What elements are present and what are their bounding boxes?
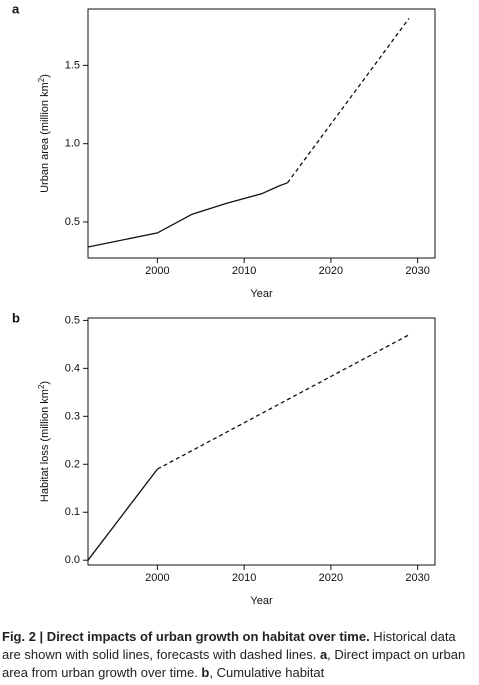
panel-b-x-tick-label: 2000 [145, 572, 169, 584]
panel-a-y-tick-label: 1.0 [65, 138, 80, 150]
panel-a-x-tick-label: 2000 [145, 265, 169, 277]
caption-panel-a: a [319, 647, 328, 662]
panel-a-letter: a [12, 2, 20, 17]
panel-b-historical-line [87, 468, 158, 561]
panel-a-x-tick-label: 2020 [319, 265, 343, 277]
panel-a-y-tick-label: 1.5 [65, 59, 80, 71]
panel-b-x-tick-label: 2020 [319, 572, 343, 584]
panel-b-y-tick-label: 0.1 [65, 506, 80, 518]
panel-b-y-axis-label: Habitat loss (million km2) [37, 381, 51, 502]
panel-b-x-tick-label: 2010 [232, 572, 256, 584]
panel-b-y-tick-label: 0.2 [65, 458, 80, 470]
panel-b-x-tick-label: 2030 [405, 572, 429, 584]
caption-text-1: Historical data are shown with solid lin… [2, 629, 456, 662]
caption-label: Fig. 2 | Direct impacts of urban growth … [2, 629, 370, 644]
panel-a-x-tick-label: 2010 [232, 265, 256, 277]
panel-a-y-tick-label: 0.5 [65, 216, 80, 228]
panel-b-forecast-line [157, 334, 410, 470]
panel-b-y-tick-label: 0.4 [65, 362, 80, 374]
figure-caption: Fig. 2 | Direct impacts of urban growth … [2, 628, 476, 682]
panel-b-y-tick-label: 0.3 [65, 410, 80, 422]
panel-b-x-axis-label: Year [250, 595, 273, 607]
panel-a-plot-frame [87, 8, 436, 259]
caption-panel-b: b [201, 665, 210, 680]
panel-b-y-tick-label: 0.5 [65, 314, 80, 326]
panel-a-historical-line [87, 182, 288, 248]
panel-a-y-axis-label: Urban area (million km2) [37, 74, 51, 193]
caption-text-2: , Direct impact on urban area from urban… [2, 647, 466, 680]
panel-b-plot-frame [87, 317, 436, 566]
figure-charts: a 2000 2010 2020 2030 0.5 1.0 1.5 Year Urban area… [12, 2, 436, 607]
caption-text-3: , Cumulative habitat [209, 665, 325, 680]
panel-b-y-tick-label: 0.0 [65, 554, 80, 566]
panel-a-x-axis-label: Year [250, 288, 273, 300]
panel-a-forecast-line [286, 18, 410, 184]
panel-b-letter: b [12, 311, 20, 326]
panel-a-x-tick-label: 2030 [405, 265, 429, 277]
